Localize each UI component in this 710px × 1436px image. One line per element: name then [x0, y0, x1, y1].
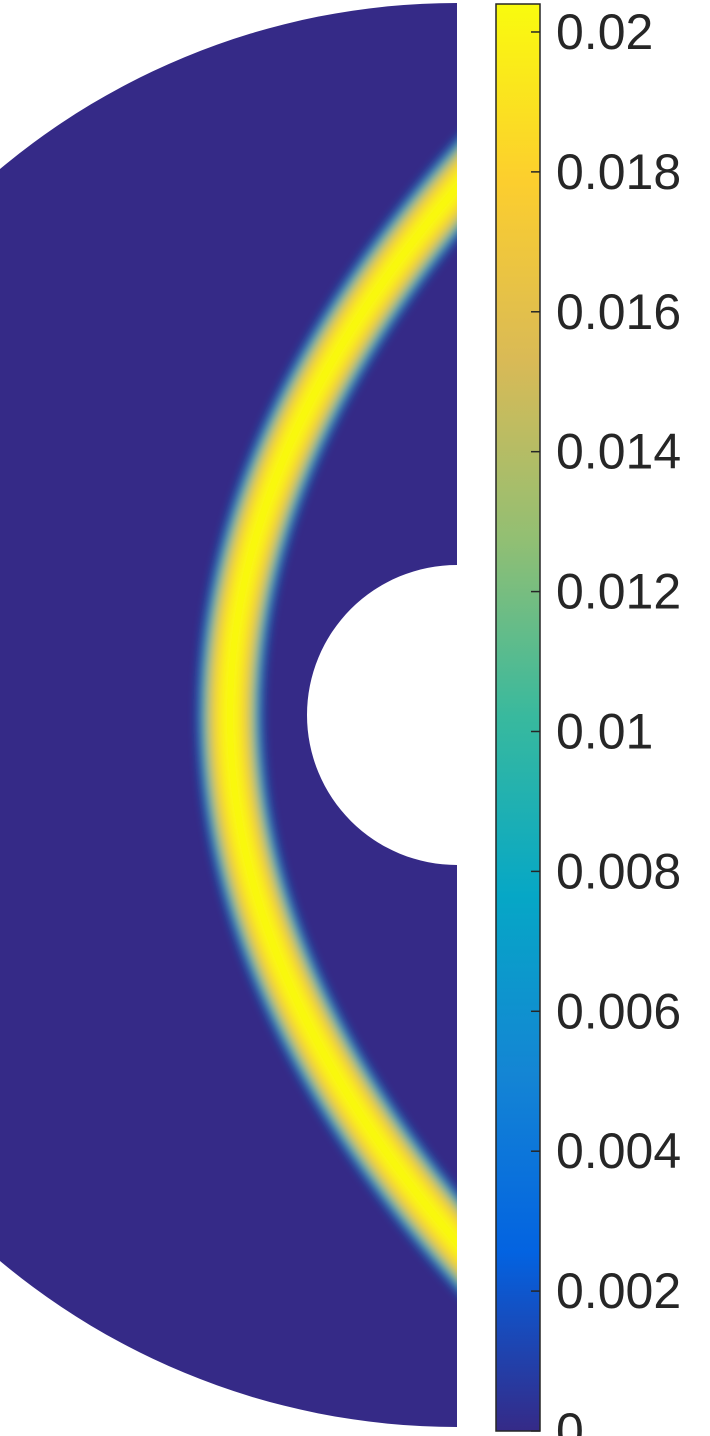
colorbar-tick-label: 0.012 — [556, 564, 681, 620]
colorbar-scale — [495, 3, 541, 1432]
colorbar-tick-label: 0.016 — [556, 284, 681, 340]
colorbar-tick-label: 0.01 — [556, 703, 653, 759]
colorbar-tick-label: 0.006 — [556, 983, 681, 1039]
colorbar-tick-label: 0.002 — [556, 1263, 681, 1319]
colorbar-tick-label: 0.02 — [556, 4, 653, 60]
plot-area — [0, 3, 457, 1427]
colorbar-tick-label: 0.014 — [556, 424, 681, 480]
colorbar-tick-label: 0 — [556, 1403, 584, 1436]
colorbar-tick-label: 0.018 — [556, 144, 681, 200]
colorbar-ticks: 0 0.002 0.004 0.006 0.008 0.01 0.012 0.014 0.016… — [531, 4, 681, 1436]
band-layer-5 — [222, 134, 457, 1296]
high-value-band — [198, 118, 457, 1312]
colorbar-tick-label: 0.008 — [556, 843, 681, 899]
colorbar-tick-label: 0.004 — [556, 1123, 681, 1179]
colorbar: 0 0.002 0.004 0.006 0.008 0.01 0.012 0.014 0.016… — [495, 3, 681, 1436]
